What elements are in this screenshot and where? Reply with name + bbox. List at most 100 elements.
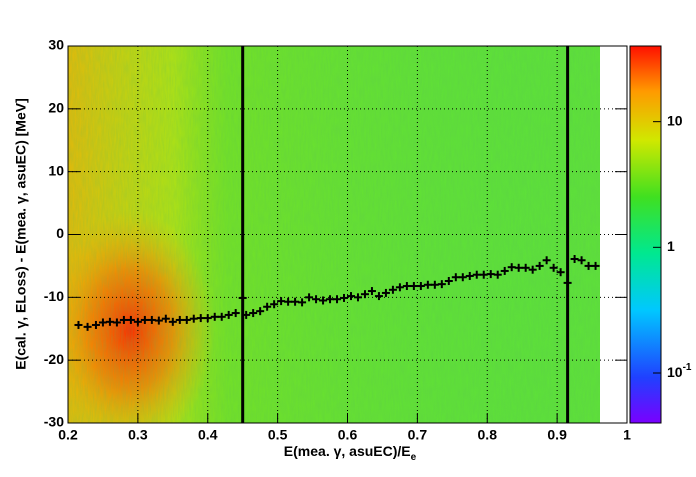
profile-point (549, 263, 558, 272)
profile-point (423, 280, 432, 289)
profile-point (312, 295, 321, 304)
profile-point (175, 315, 184, 324)
profile-point (126, 315, 135, 324)
z-tick-base: 10 (667, 364, 683, 380)
profile-point (83, 322, 92, 331)
profile-point (224, 310, 233, 319)
profile-point (416, 282, 425, 291)
z-tick-label: 10-1 (667, 362, 692, 380)
profile-point (74, 320, 83, 329)
heatmap (68, 46, 600, 423)
profile-point (140, 315, 149, 324)
profile-point (242, 310, 251, 319)
profile-point (249, 309, 258, 318)
y-tick-label: 10 (48, 162, 64, 178)
profile-point (182, 315, 191, 324)
x-tick-label: 0.5 (268, 427, 288, 443)
profile-point (395, 283, 404, 292)
y-tick-label: 20 (48, 100, 64, 116)
profile-point (326, 295, 335, 304)
profile-point (388, 285, 397, 294)
z-tick-label: 10 (667, 112, 683, 128)
profile-point (119, 315, 128, 324)
profile-point (507, 263, 516, 272)
profile-point (340, 293, 349, 302)
profile-point (514, 263, 523, 272)
profile-point (231, 309, 240, 318)
profile-point (154, 316, 163, 325)
profile-point (284, 297, 293, 306)
profile-point (147, 315, 156, 324)
x-tick-label: 0.6 (338, 427, 358, 443)
profile-point (451, 273, 460, 282)
profile-point (360, 290, 369, 299)
profile-point (521, 263, 530, 272)
profile-point (270, 300, 279, 309)
profile-point (528, 265, 537, 274)
profile-point (161, 314, 170, 323)
profile-point (584, 261, 593, 270)
profile-point (133, 317, 142, 326)
profile-point (367, 287, 376, 296)
profile-point (98, 318, 107, 327)
profile-point (217, 312, 226, 321)
y-tick-label: 0 (56, 225, 64, 241)
profile-point (353, 293, 362, 302)
profile-point (437, 280, 446, 289)
x-tick-label: 0.4 (198, 427, 218, 443)
profile-point (374, 292, 383, 301)
profile-point (500, 266, 509, 275)
profile-point (430, 280, 439, 289)
profile-point (210, 312, 219, 321)
x-tick-label: 0.3 (128, 427, 148, 443)
profile-point (493, 270, 502, 279)
profile-point (189, 314, 198, 323)
profile-point (542, 256, 551, 265)
profile-point (91, 320, 100, 329)
profile-point (402, 282, 411, 291)
profile-point (479, 270, 488, 279)
profile-point (263, 302, 272, 311)
profile-point (256, 307, 265, 316)
y-tick-label: -20 (44, 351, 64, 367)
x-label-sub: e (411, 452, 417, 463)
profile-point (346, 292, 355, 301)
profile-point (168, 317, 177, 326)
color-bar (629, 45, 662, 424)
profile-point (472, 270, 481, 279)
y-tick-label: 30 (48, 37, 64, 53)
profile-point (563, 278, 572, 287)
profile-point (591, 261, 600, 270)
profile-point (277, 297, 286, 306)
profile-point (465, 271, 474, 280)
profile-point (238, 293, 247, 302)
profile-point (319, 296, 328, 305)
profile-point (577, 256, 586, 265)
y-axis-label: E(cal. γ, ELoss) - E(mea. γ, asuEC) [MeV… (13, 98, 29, 370)
z-tick-label: 1 (667, 238, 675, 254)
profile-point (444, 276, 453, 285)
y-tick-label: -30 (44, 414, 64, 430)
profile-point (381, 288, 390, 297)
profile-point (535, 261, 544, 270)
profile-point (291, 297, 300, 306)
y-tick-label: -10 (44, 288, 64, 304)
profile-point (556, 268, 565, 277)
profile-point (298, 298, 307, 307)
x-label-main: E(mea. γ, asuEC)/E (284, 443, 411, 459)
profile-point (203, 314, 212, 323)
profile-point (486, 270, 495, 279)
x-tick-label: 1 (623, 427, 631, 443)
profile-point (305, 293, 314, 302)
x-axis-label: E(mea. γ, asuEC)/Ee (284, 443, 417, 463)
profile-point (105, 317, 114, 326)
profile-point (458, 273, 467, 282)
profile-point (570, 255, 579, 264)
x-tick-label: 0.2 (58, 427, 78, 443)
z-tick-exponent: -1 (683, 362, 692, 373)
profile-point (196, 314, 205, 323)
profile-point (409, 282, 418, 291)
profile-point (112, 318, 121, 327)
x-tick-label: 0.8 (478, 427, 498, 443)
